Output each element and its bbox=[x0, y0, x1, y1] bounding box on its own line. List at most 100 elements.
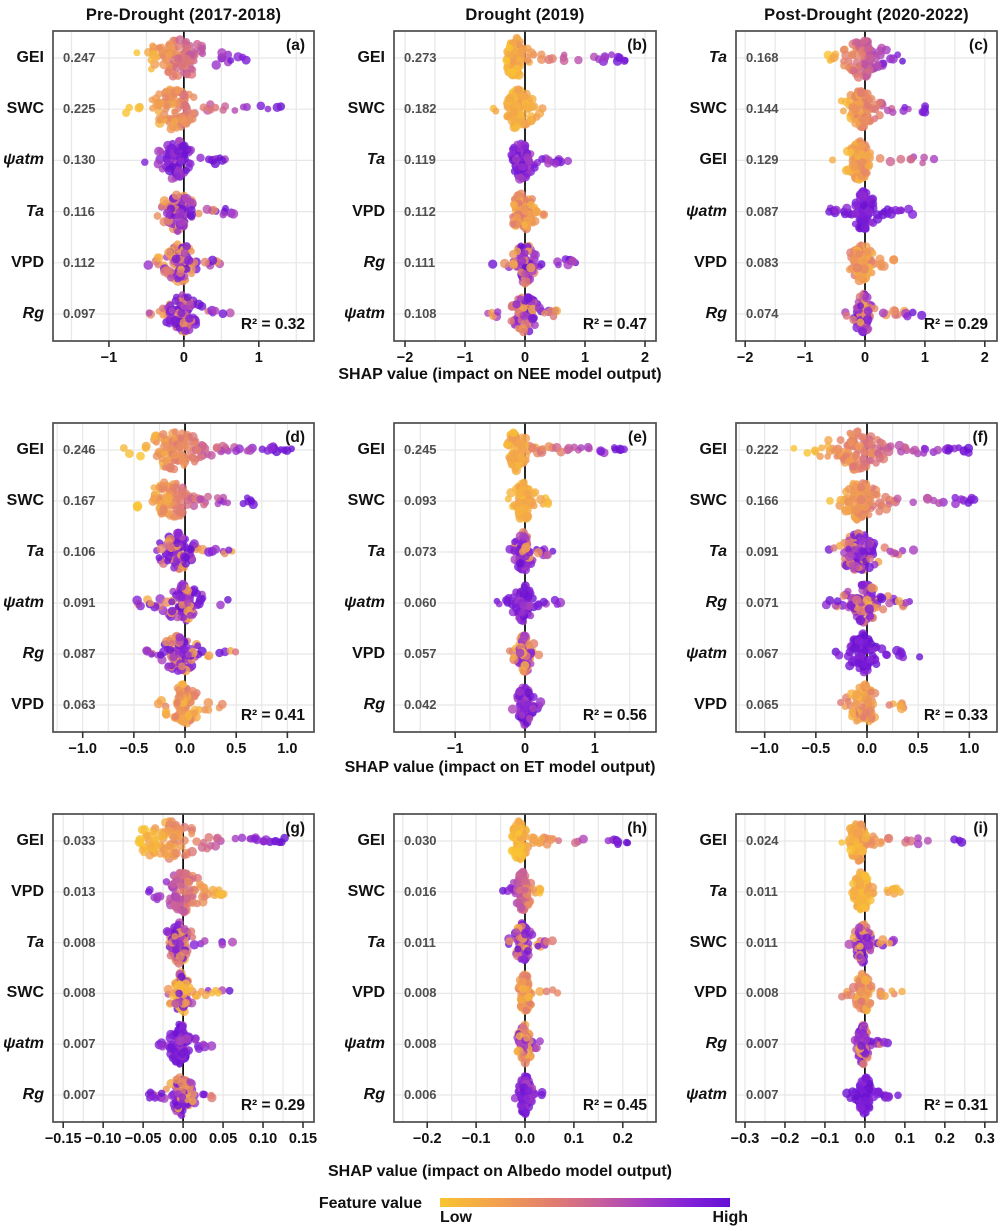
mean-abs-shap-value: 0.007 bbox=[746, 1036, 779, 1052]
mean-abs-shap-value: 0.011 bbox=[404, 934, 436, 950]
mean-abs-shap-value: 0.166 bbox=[746, 493, 779, 508]
beeswarm-plot-b bbox=[393, 30, 657, 347]
feature-label-VPD: VPD bbox=[694, 984, 727, 1002]
x-tick-label: 0.15 bbox=[288, 1131, 318, 1147]
mean-abs-shap-value: 0.144 bbox=[746, 101, 779, 117]
panel-letter-i: (i) bbox=[973, 820, 988, 837]
feature-label-Ta: Ta bbox=[708, 543, 727, 560]
feature-label-VPD: VPD bbox=[11, 253, 44, 271]
x-axis-title-nee: SHAP value (impact on NEE model output) bbox=[338, 366, 662, 383]
feature-label-Rg: Rg bbox=[363, 696, 385, 713]
mean-abs-shap-value: 0.067 bbox=[746, 646, 779, 661]
x-tick-label: −1 bbox=[446, 741, 464, 757]
mean-abs-shap-value: 0.033 bbox=[63, 833, 96, 848]
mean-abs-shap-value: 0.011 bbox=[746, 934, 778, 950]
feature-label-ψatm: ψatm bbox=[344, 1035, 385, 1053]
mean-abs-shap-value: 0.008 bbox=[746, 985, 779, 1001]
mean-abs-shap-value: 0.245 bbox=[404, 442, 437, 457]
mean-abs-shap-value: 0.008 bbox=[63, 934, 96, 950]
beeswarm-plot-c bbox=[735, 30, 998, 347]
column-title-pre-drought: Pre-Drought (2017-2018) bbox=[85, 6, 282, 24]
r-squared-h: R² = 0.45 bbox=[582, 1097, 647, 1114]
mean-abs-shap-value: 0.222 bbox=[746, 442, 779, 457]
mean-abs-shap-value: 0.106 bbox=[63, 544, 96, 559]
feature-label-GEI: GEI bbox=[357, 49, 385, 66]
feature-label-VPD: VPD bbox=[694, 253, 727, 271]
feature-label-GEI: GEI bbox=[357, 441, 385, 458]
x-tick-label: 0.10 bbox=[248, 1131, 278, 1147]
mean-abs-shap-value: 0.108 bbox=[404, 306, 437, 321]
mean-abs-shap-value: 0.247 bbox=[63, 50, 96, 65]
mean-abs-shap-value: 0.024 bbox=[746, 833, 779, 848]
x-tick-label: 1 bbox=[254, 350, 263, 366]
feature-label-GEI: GEI bbox=[699, 151, 727, 169]
feature-label-ψatm: ψatm bbox=[686, 645, 727, 662]
mean-abs-shap-value: 0.065 bbox=[746, 697, 779, 712]
x-tick-label: 0.2 bbox=[934, 1131, 955, 1147]
mean-abs-shap-value: 0.071 bbox=[746, 595, 779, 610]
mean-abs-shap-value: 0.091 bbox=[746, 544, 779, 559]
mean-abs-shap-value: 0.008 bbox=[404, 985, 437, 1001]
x-tick-label: −1 bbox=[796, 350, 814, 366]
x-tick-label: −2 bbox=[396, 350, 414, 366]
mean-abs-shap-value: 0.273 bbox=[404, 50, 437, 65]
x-tick-label: −0.05 bbox=[124, 1131, 162, 1147]
mean-abs-shap-value: 0.168 bbox=[746, 50, 779, 65]
r-squared-a: R² = 0.32 bbox=[240, 316, 305, 333]
feature-label-Ta: Ta bbox=[25, 202, 44, 220]
feature-label-ψatm: ψatm bbox=[3, 594, 44, 611]
panel-letter-g: (g) bbox=[285, 820, 305, 837]
mean-abs-shap-value: 0.091 bbox=[63, 595, 96, 610]
beeswarm-plot-i bbox=[735, 813, 998, 1128]
x-tick-label: 1 bbox=[590, 741, 599, 757]
feature-value-colorbar bbox=[440, 1198, 730, 1207]
mean-abs-shap-value: 0.112 bbox=[404, 203, 436, 219]
feature-label-Rg: Rg bbox=[22, 305, 44, 322]
feature-label-Ta: Ta bbox=[25, 543, 44, 560]
feature-label-Ta: Ta bbox=[366, 933, 385, 951]
mean-abs-shap-value: 0.225 bbox=[63, 101, 96, 117]
feature-label-SWC: SWC bbox=[6, 100, 44, 118]
feature-label-Rg: Rg bbox=[363, 1086, 385, 1103]
feature-label-ψatm: ψatm bbox=[686, 1086, 727, 1103]
feature-label-SWC: SWC bbox=[689, 933, 727, 951]
x-tick-label: −0.10 bbox=[84, 1131, 122, 1147]
panel-letter-b: (b) bbox=[627, 37, 647, 54]
x-tick-label: 0.05 bbox=[208, 1131, 238, 1147]
x-tick-label: 0.0 bbox=[856, 741, 878, 757]
x-axis-title-albedo: SHAP value (impact on Albedo model outpu… bbox=[327, 1163, 672, 1180]
feature-label-VPD: VPD bbox=[352, 645, 385, 662]
x-tick-label: −0.5 bbox=[801, 741, 831, 757]
feature-label-Rg: Rg bbox=[22, 1086, 44, 1103]
mean-abs-shap-value: 0.246 bbox=[63, 442, 96, 457]
feature-label-SWC: SWC bbox=[347, 492, 385, 509]
mean-abs-shap-value: 0.097 bbox=[63, 306, 96, 321]
feature-label-SWC: SWC bbox=[689, 100, 727, 118]
x-tick-label: 1.0 bbox=[959, 741, 980, 757]
feature-label-SWC: SWC bbox=[347, 100, 385, 118]
mean-abs-shap-value: 0.074 bbox=[746, 306, 779, 321]
mean-abs-shap-value: 0.006 bbox=[404, 1087, 437, 1102]
x-tick-label: 0.5 bbox=[908, 741, 929, 757]
r-squared-b: R² = 0.47 bbox=[582, 316, 647, 333]
x-tick-label: −1 bbox=[456, 350, 474, 366]
x-tick-label: −2 bbox=[736, 350, 754, 366]
x-tick-label: −0.2 bbox=[770, 1131, 800, 1147]
feature-label-Rg: Rg bbox=[22, 645, 44, 662]
x-tick-label: 0.2 bbox=[612, 1131, 633, 1147]
mean-abs-shap-value: 0.130 bbox=[63, 152, 96, 168]
x-tick-label: 0.5 bbox=[226, 741, 247, 757]
feature-label-GEI: GEI bbox=[357, 832, 385, 849]
x-tick-label: −1.0 bbox=[68, 741, 97, 757]
feature-label-ψatm: ψatm bbox=[3, 1035, 44, 1053]
x-tick-label: −1 bbox=[100, 350, 118, 366]
feature-label-SWC: SWC bbox=[347, 882, 385, 900]
mean-abs-shap-value: 0.007 bbox=[746, 1087, 779, 1102]
mean-abs-shap-value: 0.116 bbox=[63, 203, 95, 219]
x-tick-label: −0.1 bbox=[810, 1131, 840, 1147]
beeswarm-plot-e bbox=[393, 422, 657, 738]
feature-label-VPD: VPD bbox=[352, 202, 385, 220]
beeswarm-plot-a bbox=[52, 30, 315, 347]
x-tick-label: −0.15 bbox=[44, 1131, 82, 1147]
feature-label-Rg: Rg bbox=[705, 594, 727, 611]
